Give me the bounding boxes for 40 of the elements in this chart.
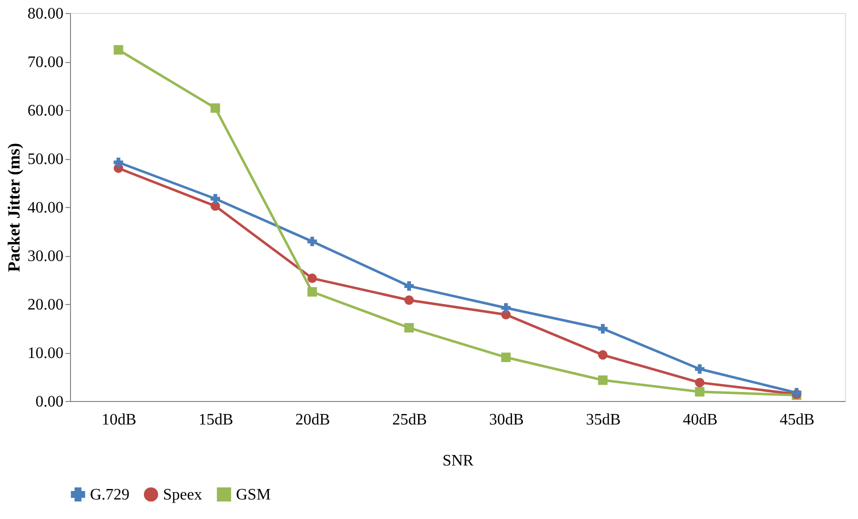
- y-tick-label: 80.00: [28, 6, 64, 22]
- point: [598, 375, 608, 385]
- point: [694, 364, 704, 374]
- y-tick-label: 30.00: [28, 248, 64, 265]
- x-tick-label: 15dB: [198, 412, 234, 428]
- legend-label: G.729: [90, 486, 130, 504]
- point: [210, 103, 220, 113]
- y-tick-label: 60.00: [28, 102, 64, 120]
- legend-label: GSM: [236, 486, 271, 504]
- point: [307, 274, 317, 284]
- y-tick-label: 70.00: [28, 54, 64, 71]
- legend-label: Speex: [163, 486, 202, 504]
- y-tick-label: 0.00: [36, 394, 64, 410]
- y-tick-label: 20.00: [28, 296, 64, 314]
- point: [404, 323, 414, 333]
- point: [210, 194, 220, 204]
- point: [501, 303, 511, 313]
- x-tick-label: 30dB: [489, 412, 524, 428]
- point: [694, 387, 704, 397]
- point: [694, 378, 704, 388]
- x-tick-label: 25dB: [392, 412, 427, 428]
- x-tick-label: 20dB: [295, 412, 330, 428]
- x-axis-title: SNR: [442, 452, 474, 470]
- point: [598, 324, 608, 334]
- y-tick-label: 40.00: [28, 200, 64, 216]
- point: [114, 45, 124, 55]
- point: [307, 236, 317, 246]
- x-tick-label: 40dB: [682, 412, 718, 428]
- x-tick-label: 10dB: [102, 412, 136, 428]
- y-axis-title: Packet Jitter (ms): [4, 142, 24, 272]
- point: [307, 287, 317, 297]
- y-tick-label: 10.00: [28, 345, 64, 362]
- point: [598, 350, 608, 360]
- point: [501, 352, 511, 362]
- y-tick-label: 50.00: [28, 151, 64, 168]
- x-tick-label: 45dB: [780, 412, 814, 428]
- point: [404, 295, 414, 305]
- point: [114, 158, 124, 168]
- point: [404, 281, 414, 291]
- x-tick-label: 35dB: [586, 412, 621, 428]
